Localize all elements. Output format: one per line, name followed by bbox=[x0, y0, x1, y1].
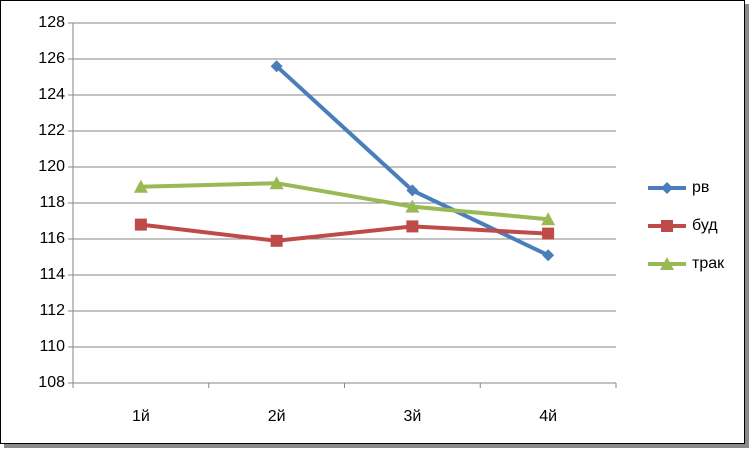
y-tick-label: 120 bbox=[38, 158, 65, 175]
marker bbox=[406, 184, 419, 197]
marker bbox=[541, 212, 556, 226]
marker bbox=[542, 249, 555, 262]
chart-border bbox=[0, 0, 745, 444]
marker bbox=[270, 234, 283, 247]
y-tick-label: 114 bbox=[39, 266, 65, 283]
marker bbox=[660, 257, 674, 270]
marker bbox=[542, 227, 555, 240]
series-line bbox=[140, 181, 549, 222]
marker bbox=[134, 218, 147, 231]
marker bbox=[661, 182, 673, 194]
marker bbox=[405, 199, 420, 213]
y-tick-label: 124 bbox=[38, 86, 65, 103]
y-tick-label: 128 bbox=[38, 14, 65, 31]
legend-label: буд bbox=[692, 217, 718, 234]
legend-label: рв bbox=[692, 179, 709, 196]
marker bbox=[661, 220, 673, 232]
y-tick-label: 112 bbox=[39, 302, 65, 319]
y-tick-label: 118 bbox=[39, 194, 65, 211]
marker bbox=[406, 220, 419, 233]
x-tick-label: 2й bbox=[268, 408, 286, 425]
y-tick-label: 126 bbox=[38, 50, 65, 67]
marker bbox=[133, 179, 148, 193]
legend-label: трак bbox=[692, 255, 725, 272]
x-tick-label: 3й bbox=[403, 408, 421, 425]
marker bbox=[269, 176, 284, 190]
marker bbox=[270, 60, 283, 73]
y-tick-label: 116 bbox=[39, 230, 65, 247]
x-tick-label: 1й bbox=[132, 408, 150, 425]
y-tick-label: 108 bbox=[38, 374, 65, 391]
x-tick-label: 4й bbox=[539, 408, 557, 425]
y-tick-label: 110 bbox=[39, 338, 65, 355]
series-line bbox=[140, 222, 549, 243]
y-tick-label: 122 bbox=[38, 122, 65, 139]
